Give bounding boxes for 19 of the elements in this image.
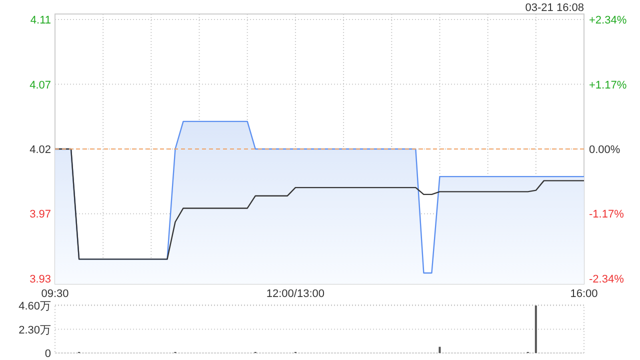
y-tick-label: 3.93: [30, 273, 51, 286]
bar: [438, 346, 441, 353]
y-tick-label: 2.30万: [18, 324, 51, 336]
y-tick-label: 0: [44, 348, 51, 360]
y2-tick-label: -2.34%: [589, 273, 624, 286]
y2-tick-label: +2.34%: [589, 14, 627, 27]
y-tick-label: 4.60万: [18, 300, 51, 313]
bar: [534, 306, 537, 353]
y-tick-label: 3.97: [30, 208, 51, 221]
y2-tick-label: +1.17%: [589, 79, 627, 92]
y2-tick-label: -1.17%: [589, 208, 624, 221]
chart-subtitle: 03-21 16:08: [525, 2, 584, 14]
y2-tick-label: 0.00%: [589, 144, 620, 156]
y-tick-label: 4.02: [30, 144, 51, 156]
x-tick-label: 09:30: [41, 288, 69, 300]
x-tick-label: 16:00: [570, 288, 598, 300]
y-tick-label: 4.11: [30, 14, 51, 27]
y-tick-label: 4.07: [30, 79, 51, 92]
x-tick-label: 12:00/13:00: [266, 288, 325, 300]
